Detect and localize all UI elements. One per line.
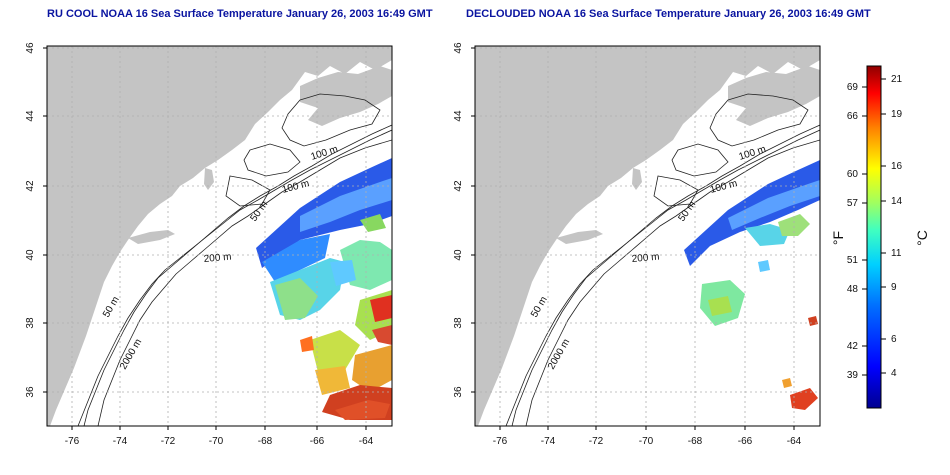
lat-tick-label: 46: [25, 42, 36, 54]
left-sst-data: [256, 158, 392, 420]
right-map-panel: 100 m 100 m 50 m 200 m 50 m 2000 m -76 -…: [453, 42, 821, 447]
fahrenheit-tick: 66: [847, 111, 859, 122]
lat-tick-label: 36: [453, 386, 464, 398]
lat-tick-label: 46: [453, 42, 464, 54]
contour-label: 50 m: [529, 295, 550, 320]
lon-tick-label: -64: [359, 436, 374, 447]
fahrenheit-tick: 69: [847, 82, 859, 93]
lon-tick-label: -72: [161, 436, 176, 447]
lat-tick-label: 38: [453, 317, 464, 329]
fahrenheit-tick: 48: [847, 284, 859, 295]
lon-tick-label: -76: [493, 436, 508, 447]
lon-tick-label: -76: [65, 436, 80, 447]
celsius-tick: 6: [891, 334, 897, 345]
lat-tick-label: 36: [25, 386, 36, 398]
fahrenheit-tick: 57: [847, 198, 859, 209]
lon-tick-label: -68: [688, 436, 703, 447]
left-map-frame: [46, 45, 393, 427]
contour-label: 200 m: [203, 252, 232, 265]
land-mass: [475, 46, 820, 426]
lat-tick-label: 38: [25, 317, 36, 329]
lon-tick-label: -74: [113, 436, 128, 447]
left-map-panel: 100 m 100 m 50 m 200 m 50 m 2000 m -76 -…: [25, 42, 393, 447]
lat-tick-label: 44: [25, 110, 36, 122]
left-map-title: RU COOL NOAA 16 Sea Surface Temperature …: [47, 8, 433, 20]
long-island: [556, 230, 603, 244]
celsius-tick: 19: [891, 109, 903, 120]
fahrenheit-tick: 39: [847, 370, 859, 381]
lon-tick-label: -72: [589, 436, 604, 447]
right-map-title: DECLOUDED NOAA 16 Sea Surface Temperatur…: [466, 8, 871, 20]
celsius-tick: 21: [891, 74, 903, 85]
lon-tick-label: -70: [209, 436, 224, 447]
contour-label: 100 m: [709, 178, 739, 196]
colorbar-gradient: [866, 65, 882, 409]
celsius-tick: 4: [891, 368, 897, 379]
lon-tick-label: -70: [639, 436, 654, 447]
lat-tick-label: 42: [25, 180, 36, 192]
right-grid: [475, 46, 820, 426]
fahrenheit-tick: 42: [847, 341, 859, 352]
temperature-colorbar: 69 66 60 57 51 48 42 39 21 19 16 14 11 9…: [830, 65, 930, 409]
long-island: [128, 230, 175, 244]
celsius-axis-label: °C: [914, 230, 930, 246]
fahrenheit-tick: 60: [847, 169, 859, 180]
contour-label: 200 m: [631, 252, 660, 265]
lat-tick-label: 40: [453, 249, 464, 261]
right-sst-data: [684, 160, 820, 410]
celsius-tick: 9: [891, 282, 897, 293]
contour-label: 2000 m: [118, 337, 144, 371]
lat-tick-label: 42: [453, 180, 464, 192]
fahrenheit-axis-label: °F: [830, 231, 846, 245]
celsius-tick: 14: [891, 196, 903, 207]
cape-cod: [632, 168, 642, 190]
contour-label: 100 m: [281, 178, 311, 196]
lon-tick-label: -66: [310, 436, 325, 447]
celsius-tick: 11: [891, 248, 902, 259]
lat-tick-label: 44: [453, 110, 464, 122]
left-grid: [47, 46, 392, 426]
cape-cod: [204, 168, 214, 190]
lon-tick-label: -68: [258, 436, 273, 447]
lat-tick-label: 40: [25, 249, 36, 261]
lon-tick-label: -66: [738, 436, 753, 447]
lon-tick-label: -64: [787, 436, 802, 447]
contour-label: 100 m: [738, 144, 768, 163]
contour-label: 100 m: [310, 144, 340, 163]
fahrenheit-tick: 51: [847, 255, 859, 266]
lon-tick-label: -74: [541, 436, 556, 447]
contour-label: 50 m: [101, 295, 122, 320]
contour-label: 2000 m: [546, 337, 572, 371]
celsius-tick: 16: [891, 161, 903, 172]
right-map-frame: [474, 45, 821, 427]
land-mass: [47, 46, 392, 426]
